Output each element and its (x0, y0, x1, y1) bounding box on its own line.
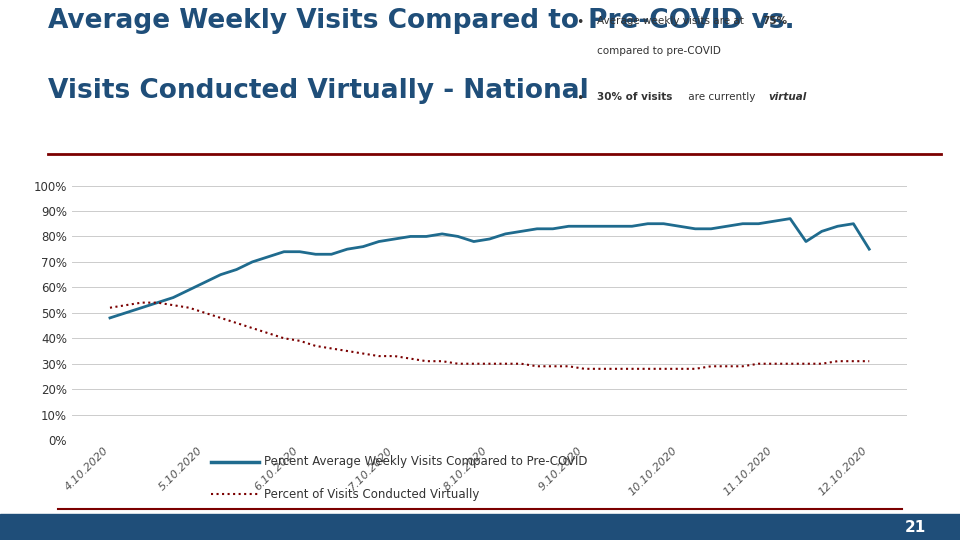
Text: 21: 21 (905, 519, 926, 535)
Text: Percent Average Weekly Visits Compared to Pre-COVID: Percent Average Weekly Visits Compared t… (264, 455, 588, 468)
Text: 75%: 75% (762, 16, 787, 26)
Text: virtual: virtual (768, 92, 806, 102)
Text: compared to pre-COVID: compared to pre-COVID (597, 46, 721, 56)
Text: 30% of visits: 30% of visits (597, 92, 673, 102)
Text: Average weekly visits are at: Average weekly visits are at (597, 16, 747, 26)
Text: •: • (576, 92, 584, 105)
Text: Percent of Visits Conducted Virtually: Percent of Visits Conducted Virtually (264, 488, 479, 501)
Text: Visits Conducted Virtually - National: Visits Conducted Virtually - National (48, 78, 588, 104)
Text: Average Weekly Visits Compared to Pre-COVID vs.: Average Weekly Visits Compared to Pre-CO… (48, 8, 795, 34)
Text: are currently: are currently (685, 92, 759, 102)
Text: •: • (576, 16, 584, 29)
